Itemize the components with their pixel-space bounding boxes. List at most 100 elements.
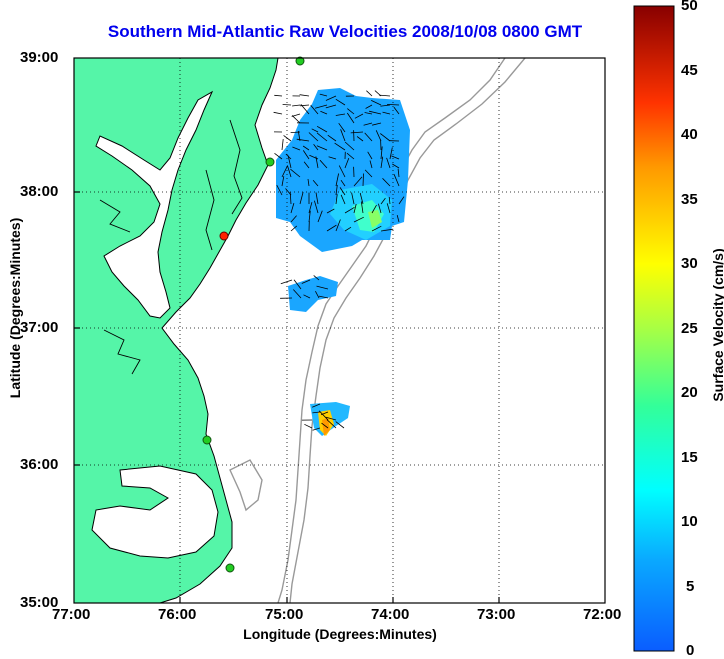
velocity-arrow — [344, 206, 355, 214]
velocity-arrow — [362, 173, 364, 187]
velocity-arrow — [372, 122, 382, 126]
colorbar-tick: 35 — [681, 191, 698, 208]
velocity-arrow — [293, 289, 302, 299]
velocity-arrow — [290, 225, 298, 232]
colorbar-tick: 45 — [681, 62, 698, 79]
x-tick: 77:00 — [52, 606, 91, 623]
velocity-arrow — [335, 184, 338, 196]
velocity-arrow — [318, 410, 329, 421]
velocity-arrow — [353, 203, 357, 214]
station-marker — [225, 563, 235, 573]
velocity-arrow — [340, 179, 346, 187]
velocity-arrow — [308, 202, 313, 214]
velocity-arrow — [325, 104, 337, 109]
velocity-arrow — [313, 275, 320, 281]
velocity-arrow — [353, 176, 363, 187]
velocity-arrow — [335, 173, 339, 187]
velocity-arrow — [393, 174, 400, 187]
velocity-arrow — [308, 210, 311, 223]
colorbar-tick: 20 — [681, 384, 698, 401]
pamlico-sound — [91, 465, 219, 559]
velocity-arrow — [281, 176, 285, 187]
velocity-arrow — [290, 202, 295, 214]
y-tick: 35:00 — [20, 594, 59, 611]
velocity-arrow — [388, 196, 391, 205]
colorbar-tick: 25 — [681, 320, 698, 337]
velocity-arrow — [346, 152, 355, 160]
velocity-arrow — [380, 104, 391, 107]
velocity-arrow — [315, 192, 319, 205]
velocity-arrow — [315, 156, 319, 169]
velocity-arrow — [378, 203, 382, 214]
velocity-arrow — [380, 156, 384, 169]
velocity-arrow — [287, 155, 292, 169]
velocity-arrow — [363, 122, 373, 126]
y-tick: 37:00 — [20, 319, 59, 336]
velocity-arrow — [382, 111, 391, 115]
velocity-arrow — [338, 122, 346, 133]
velocity-arrow — [293, 279, 302, 290]
y-axis-label: Latitude (Degrees:Minutes) — [7, 217, 23, 399]
velocity-arrow — [325, 416, 337, 421]
velocity-arrow — [281, 139, 284, 151]
velocity-arrow — [340, 194, 346, 205]
x-tick: 73:00 — [477, 606, 516, 623]
velocity-arrow — [316, 125, 328, 133]
velocity-arrow — [382, 178, 391, 187]
colorbar-tick: 40 — [681, 126, 698, 143]
chesapeake-bay — [95, 90, 214, 319]
velocity-arrow — [365, 104, 373, 109]
velocity-arrow — [310, 104, 319, 115]
velocity-arrow — [340, 129, 346, 142]
velocity-arrow — [302, 150, 310, 160]
grid — [74, 58, 605, 603]
velocity-arrow — [398, 196, 405, 205]
velocity-arrow — [334, 142, 346, 151]
velocity-arrow — [335, 113, 346, 116]
velocity-arrow — [302, 145, 310, 151]
x-tick: 74:00 — [371, 606, 410, 623]
velocity-arrow — [311, 128, 319, 133]
velocity-arrow — [392, 163, 400, 169]
velocity-arrow — [371, 204, 377, 214]
velocity-arrow — [326, 208, 335, 214]
velocity-arrow — [317, 210, 323, 223]
velocity-arrow — [344, 141, 355, 151]
velocity-arrow — [360, 201, 364, 214]
velocity-arrow — [335, 219, 341, 232]
velocity-arrow — [308, 132, 319, 142]
velocity-arrow — [380, 146, 383, 160]
velocity-arrow — [369, 160, 373, 169]
y-tick: 39:00 — [20, 49, 59, 66]
velocity-arrow — [369, 110, 382, 115]
velocity-arrow — [386, 203, 391, 214]
velocity-arrow — [290, 168, 301, 178]
velocity-arrow — [274, 94, 283, 97]
colorbar-tick: 10 — [681, 513, 698, 530]
velocity-arrow — [314, 104, 328, 109]
velocity-arrow — [282, 104, 292, 106]
colorbar-tick: 30 — [681, 255, 698, 272]
velocity-arrow — [313, 143, 319, 151]
x-tick: 76:00 — [158, 606, 197, 623]
velocity-arrow — [304, 423, 313, 429]
velocity-arrow — [326, 224, 337, 232]
velocity-arrow — [291, 115, 301, 124]
x-tick: 75:00 — [265, 606, 304, 623]
colorbar-tick: 5 — [686, 578, 695, 595]
velocity-arrow — [326, 419, 337, 429]
velocity-arrow — [314, 200, 319, 214]
velocity-arrow — [397, 168, 400, 178]
velocity-arrow — [316, 145, 328, 151]
station-marker — [295, 56, 305, 66]
y-tick: 38:00 — [20, 183, 59, 200]
colorbar-tick: 0 — [686, 642, 695, 659]
velocity-arrow — [344, 226, 352, 232]
velocity-arrow — [292, 104, 301, 107]
velocity-arrow — [319, 93, 328, 97]
colorbar — [633, 5, 675, 652]
velocity-arrow — [303, 294, 311, 299]
velocity-arrow — [396, 214, 400, 223]
coastline-detail — [99, 119, 243, 375]
station-marker — [202, 435, 212, 445]
